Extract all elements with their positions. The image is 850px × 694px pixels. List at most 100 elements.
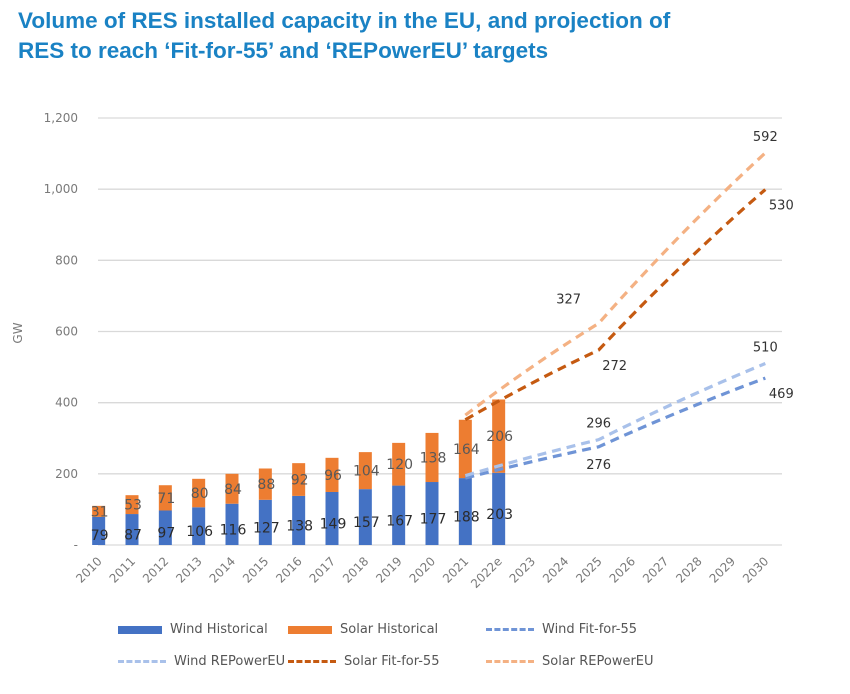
line-label-wind-fit-for-55: 469 [769,387,794,402]
legend-label: Solar Historical [340,622,439,637]
x-tick-label: 2018 [340,554,371,585]
legend: Wind Historical Solar Historical Wind Fi… [118,620,738,680]
bar-label-wind: 177 [420,512,447,528]
line-solar-repowereu [464,151,767,417]
bar-solar-historical [325,457,339,492]
x-tick-label: 2026 [607,554,638,585]
x-tick-label: 2022e [468,554,505,591]
chart-title: Volume of RES installed capacity in the … [18,6,838,66]
x-tick-label: 2030 [740,554,771,585]
bar-label-wind: 97 [157,526,175,542]
bar-label-wind: 116 [220,522,247,538]
bar-label-wind: 106 [186,524,213,540]
x-tick-label: 2028 [673,554,704,585]
bar-solar-historical [158,485,172,511]
legend-label: Solar REPowerEU [542,654,654,669]
bar-label-wind: 127 [253,520,280,536]
bar-label-solar: 80 [191,486,209,502]
bar-label-wind: 167 [386,513,413,529]
legend-dash-solar-fit-for-55 [288,660,336,663]
x-tick-label: 2011 [107,554,138,585]
y-axis-label: GW [11,322,25,343]
bar-solar-historical [492,399,506,473]
legend-item-solar-historical: Solar Historical [288,622,438,637]
bar-label-wind: 138 [286,518,313,534]
gridlines [98,117,782,546]
legend-item-wind-fit-for-55: Wind Fit-for-55 [486,622,637,637]
line-label-solar-fit-for-55: 272 [602,359,627,374]
bar-solar-historical [392,442,406,486]
chart-title-line-1: Volume of RES installed capacity in the … [18,8,671,33]
legend-item-wind-historical: Wind Historical [118,622,268,637]
bar-solar-historical [358,452,372,490]
y-tick-label: 1,000 [44,182,78,196]
x-tick-label: 2014 [207,554,238,585]
legend-dash-solar-repowereu [486,660,534,663]
x-tick-label: 2027 [640,554,671,585]
x-tick-label: 2013 [173,554,204,585]
bar-label-wind: 79 [91,528,109,544]
y-tick-label: - [74,538,78,552]
bar-label-solar: 206 [486,429,513,445]
bar-solar-historical [458,419,472,479]
line-wind-repowereu [464,362,766,478]
bar-label-solar: 92 [291,473,309,489]
bar-wind-historical [492,472,506,545]
bar-label-solar: 96 [324,468,342,484]
bar-label-solar: 88 [257,477,275,493]
x-tick-label: 2023 [507,554,538,585]
bars [92,399,506,545]
x-tick-label: 2024 [540,554,571,585]
bar-solar-historical [258,468,272,500]
projection-lines [464,151,767,480]
x-tick-label: 2020 [407,554,438,585]
x-tick-label: 2016 [273,554,304,585]
legend-label: Solar Fit-for-55 [344,654,440,669]
bar-label-solar: 31 [91,504,109,520]
line-label-solar-fit-for-55: 530 [769,199,794,214]
bar-solar-historical [225,473,239,504]
bar-wind-historical [258,499,272,545]
bar-wind-historical [158,510,172,545]
x-tick-label: 2012 [140,554,171,585]
bar-label-wind: 87 [124,528,142,544]
bar-wind-historical [392,485,406,545]
legend-item-wind-repowereu: Wind REPowerEU [118,654,285,669]
legend-label: Wind REPowerEU [174,654,286,669]
bar-wind-historical [225,503,239,545]
bar-label-wind: 203 [486,507,513,523]
bar-label-wind: 149 [320,516,347,532]
line-wind-fit-for-55 [464,376,766,480]
bar-solar-historical [192,478,206,508]
legend-label: Wind Fit-for-55 [542,622,638,637]
line-label-wind-repowereu: 296 [586,417,611,432]
y-tick-label: 200 [55,467,78,481]
line-label-wind-fit-for-55: 276 [586,458,611,473]
bar-label-solar: 104 [353,464,380,480]
chart-title-line-2: RES to reach ‘Fit-for-55’ and ‘REPowerEU… [18,38,549,63]
x-tick-label: 2010 [73,554,104,585]
bar-solar-historical [92,505,106,517]
bar-label-solar: 164 [453,442,480,458]
bar-label-solar: 120 [386,457,413,473]
legend-swatch-solar-historical [288,625,332,634]
line-solar-fit-for-55 [464,188,767,422]
y-tick-label: 800 [55,253,78,267]
legend-dash-wind-repowereu [118,660,166,663]
bar-wind-historical [125,514,139,545]
y-axis-ticks: - 200 400 600 800 1,000 1,200 [44,111,78,552]
legend-dash-wind-fit-for-55 [486,628,534,631]
bar-label-solar: 84 [224,482,242,498]
bar-label-solar: 53 [124,498,142,514]
bar-label-solar: 71 [157,491,175,507]
line-data-labels: 276 469 296 510 272 530 327 592 [556,130,793,473]
bar-label-wind: 157 [353,515,380,531]
bar-wind-historical [92,516,106,545]
x-tick-label: 2015 [240,554,271,585]
y-tick-label: 1,200 [44,111,78,125]
bar-wind-historical [358,489,372,545]
legend-swatch-wind-historical [118,625,162,634]
bar-label-wind: 188 [453,510,480,526]
bar-wind-historical [425,482,439,545]
